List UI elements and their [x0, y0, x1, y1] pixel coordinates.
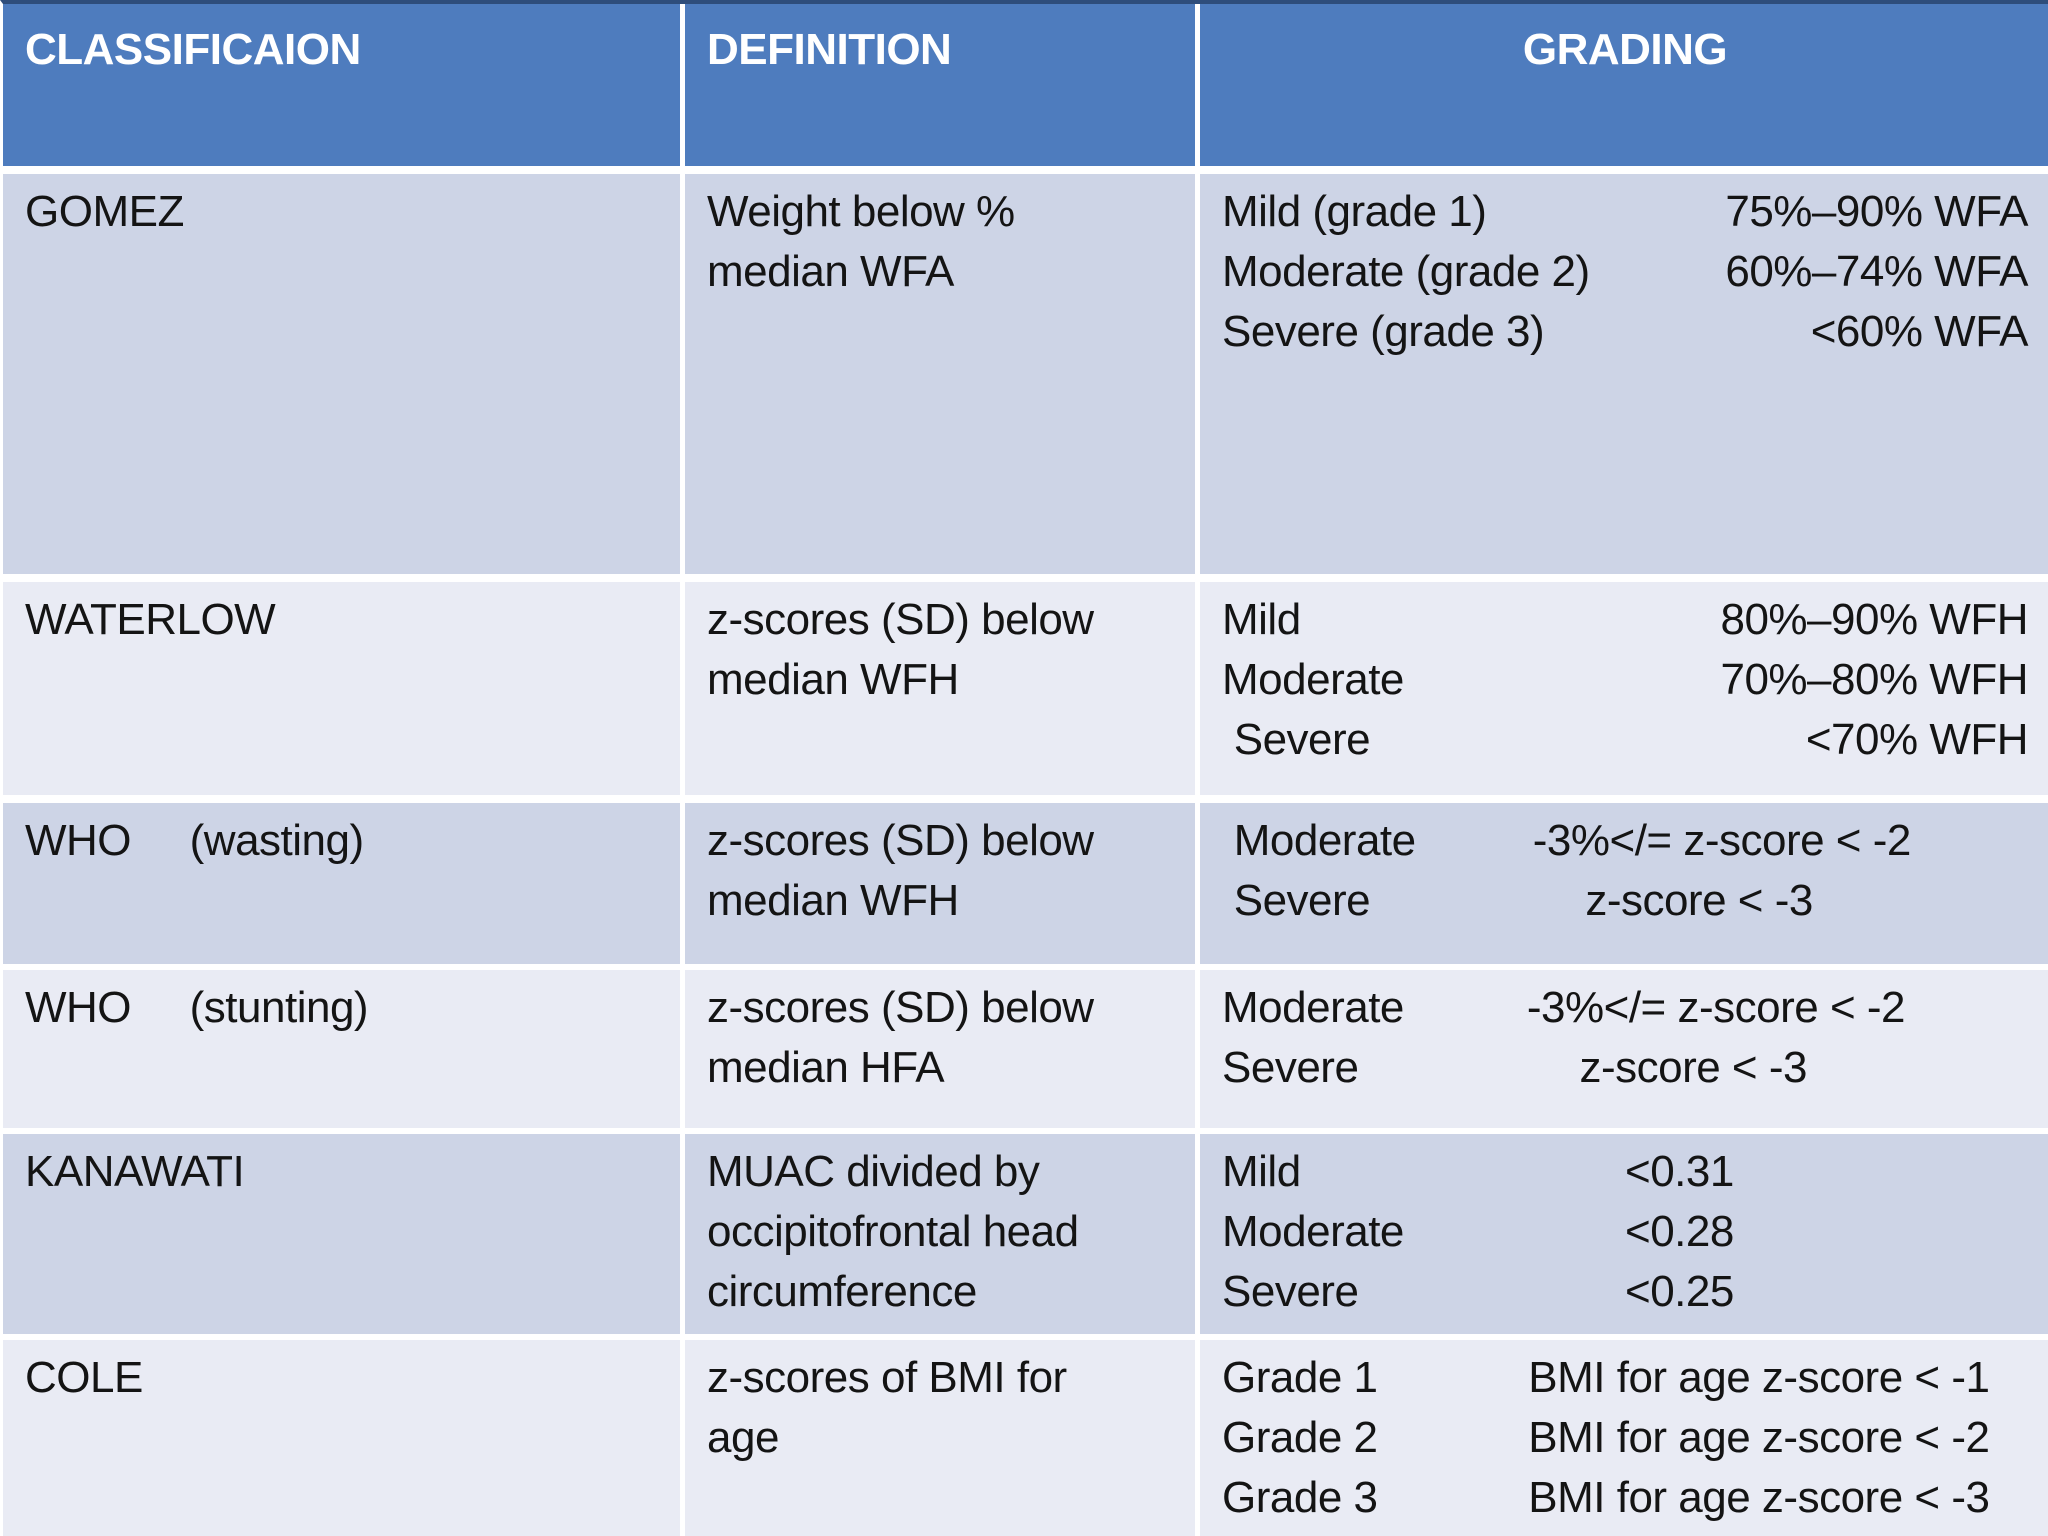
table-row: WHO (wasting) z-scores (SD) below median… — [3, 803, 2048, 970]
table-row: COLE z-scores of BMI for age Grade 1 BMI… — [3, 1340, 2048, 1536]
grading-line: Mild <0.31 — [1222, 1142, 2028, 1202]
grading-label: Moderate — [1222, 816, 1416, 865]
grading-value: 60%–74% WFA — [1725, 246, 2028, 296]
grading-line: Severe z-score < -3 — [1222, 871, 2028, 931]
grading-line: Grade 3 BMI for age z-score < -3 — [1222, 1468, 2028, 1528]
definition-cell: z-scores of BMI for age — [685, 1340, 1200, 1536]
grading-line: Severe (grade 3) <60% WFA — [1222, 302, 2028, 362]
definition-cell: Weight below % median WFA — [685, 174, 1200, 574]
header-cell-classification: CLASSIFICAION — [3, 4, 685, 166]
grading-line: Grade 2 BMI for age z-score < -2 — [1222, 1408, 2028, 1468]
table-row: WATERLOW z-scores (SD) below median WFH … — [3, 582, 2048, 803]
grading-line: Grade 1 BMI for age z-score < -1 — [1222, 1348, 2028, 1408]
grading-value: BMI for age z-score < -2 — [1528, 1412, 1990, 1462]
grading-label: Severe — [1222, 1266, 1359, 1316]
definition-cell: z-scores (SD) below median WFH — [685, 803, 1200, 964]
grading-label: Mild — [1222, 1147, 1301, 1196]
classification-cell: WHO (stunting) — [3, 970, 685, 1128]
grading-value: <0.31 — [1625, 1147, 1734, 1196]
grading-line: Moderate -3%</= z-score < -2 — [1222, 811, 2028, 871]
grading-value: -3%</= z-score < -2 — [1532, 816, 1912, 865]
table-row: GOMEZ Weight below % median WFA Mild (gr… — [3, 174, 2048, 582]
grading-label: Grade 1 — [1222, 1353, 1378, 1402]
table-header-row: CLASSIFICAION DEFINITION GRADING — [3, 4, 2048, 174]
grading-value: <0.25 — [1625, 1266, 1734, 1316]
definition-cell: z-scores (SD) below median HFA — [685, 970, 1200, 1128]
grading-line: Moderate <0.28 — [1222, 1202, 2028, 1262]
grading-cell: Mild (grade 1) 75%–90% WFA Moderate (gra… — [1200, 174, 2048, 574]
grading-label: Mild (grade 1) — [1222, 187, 1487, 236]
grading-label: Severe — [1222, 875, 1371, 925]
table-row: KANAWATI MUAC divided by occipitofrontal… — [3, 1134, 2048, 1340]
classification-cell: COLE — [3, 1340, 685, 1536]
classification-cell: WHO (wasting) — [3, 803, 685, 964]
grading-value: <70% WFH — [1805, 714, 2029, 764]
grading-cell: Mild <0.31 Moderate <0.28 Severe <0.25 — [1200, 1134, 2048, 1334]
header-cell-grading: GRADING — [1522, 25, 1728, 74]
classification-cell: WATERLOW — [3, 582, 685, 795]
table-body: GOMEZ Weight below % median WFA Mild (gr… — [3, 174, 2048, 1536]
grading-value: BMI for age z-score < -1 — [1528, 1353, 1990, 1402]
grading-line: Mild 80%–90% WFH — [1222, 590, 2029, 650]
grading-line: Severe <0.25 — [1222, 1262, 2028, 1322]
grading-value: BMI for age z-score < -3 — [1528, 1472, 1990, 1522]
classification-cell: KANAWATI — [3, 1134, 685, 1334]
grading-line: Moderate -3%</= z-score < -2 — [1222, 978, 2028, 1038]
grading-label: Severe — [1222, 714, 1371, 764]
grading-cell: Moderate -3%</= z-score < -2 Severe z-sc… — [1200, 970, 2048, 1128]
grading-value: <60% WFA — [1810, 306, 2029, 356]
grading-value: z-score < -3 — [1585, 875, 1813, 925]
grading-label: Severe (grade 3) — [1222, 306, 1545, 356]
grading-value: -3%</= z-score < -2 — [1526, 983, 1906, 1032]
grading-line: Severe <70% WFH — [1222, 710, 2029, 770]
grading-value: <0.28 — [1625, 1206, 1734, 1256]
grading-line: Severe z-score < -3 — [1222, 1038, 2028, 1098]
grading-value: 75%–90% WFA — [1725, 187, 2028, 236]
grading-value: 70%–80% WFH — [1720, 654, 2028, 704]
grading-line: Moderate (grade 2) 60%–74% WFA — [1222, 242, 2029, 302]
grading-label: Moderate — [1222, 654, 1404, 704]
grading-value: 80%–90% WFH — [1720, 595, 2028, 644]
grading-label: Mild — [1222, 595, 1301, 644]
grading-label: Moderate — [1222, 1206, 1404, 1256]
grading-label: Grade 2 — [1222, 1412, 1378, 1462]
definition-cell: z-scores (SD) below median WFH — [685, 582, 1200, 795]
table-row: WHO (stunting) z-scores (SD) below media… — [3, 970, 2048, 1134]
grading-value: z-score < -3 — [1579, 1042, 1807, 1092]
grading-cell: Grade 1 BMI for age z-score < -1 Grade 2… — [1200, 1340, 2048, 1536]
grading-label: Moderate (grade 2) — [1222, 246, 1590, 296]
classification-cell: GOMEZ — [3, 174, 685, 574]
grading-label: Moderate — [1222, 983, 1404, 1032]
grading-line: Moderate 70%–80% WFH — [1222, 650, 2029, 710]
grading-line: Mild (grade 1) 75%–90% WFA — [1222, 182, 2028, 242]
grading-cell: Moderate -3%</= z-score < -2 Severe z-sc… — [1200, 803, 2048, 964]
grading-label: Severe — [1222, 1042, 1359, 1092]
definition-cell: MUAC divided by occipitofrontal head cir… — [685, 1134, 1200, 1334]
grading-cell: Mild 80%–90% WFH Moderate 70%–80% WFH Se… — [1200, 582, 2048, 795]
grading-label: Grade 3 — [1222, 1472, 1378, 1522]
header-cell-definition: DEFINITION — [685, 4, 1200, 166]
